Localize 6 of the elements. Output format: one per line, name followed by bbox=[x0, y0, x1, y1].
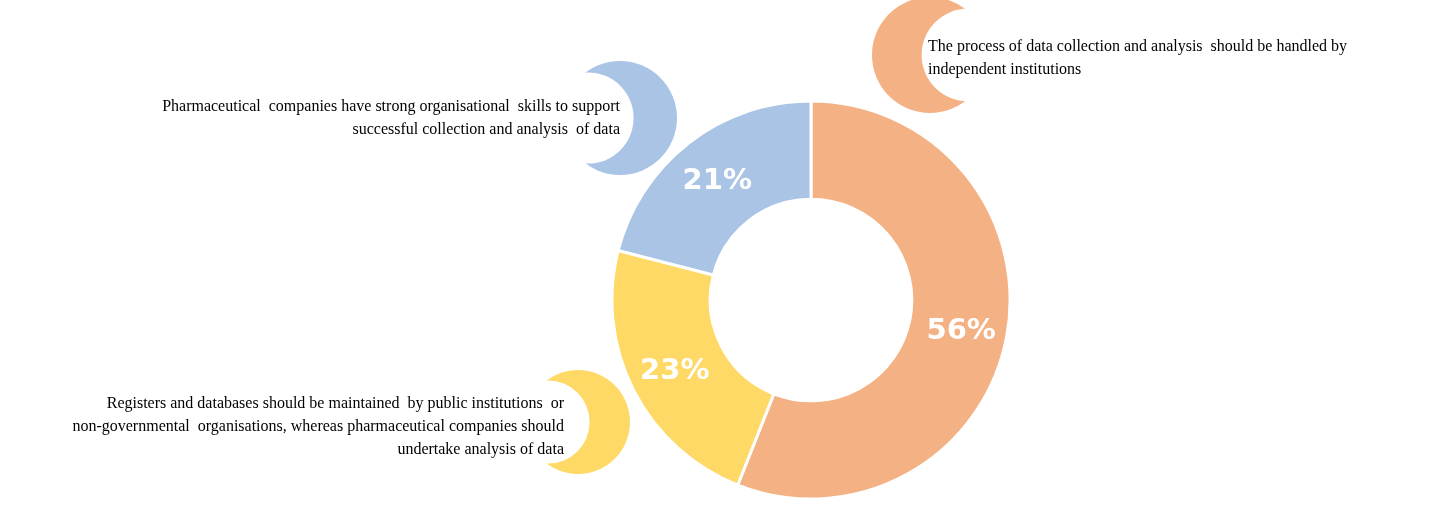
data-label: 23% bbox=[640, 352, 710, 387]
category-label: The process of data collection and analysis should be handled by independent institutions bbox=[928, 37, 1348, 77]
category-label: Pharmaceutical companies have strong organisational skills to support successful collection and analysis of data bbox=[162, 97, 620, 137]
data-label: 56% bbox=[926, 311, 996, 346]
category-label: Registers and databases should be maintained by public institutions or non-governmental organisations, whereas pharmaceutical companies should undertake analysis of data bbox=[72, 394, 564, 457]
data-label: 21% bbox=[682, 162, 752, 197]
